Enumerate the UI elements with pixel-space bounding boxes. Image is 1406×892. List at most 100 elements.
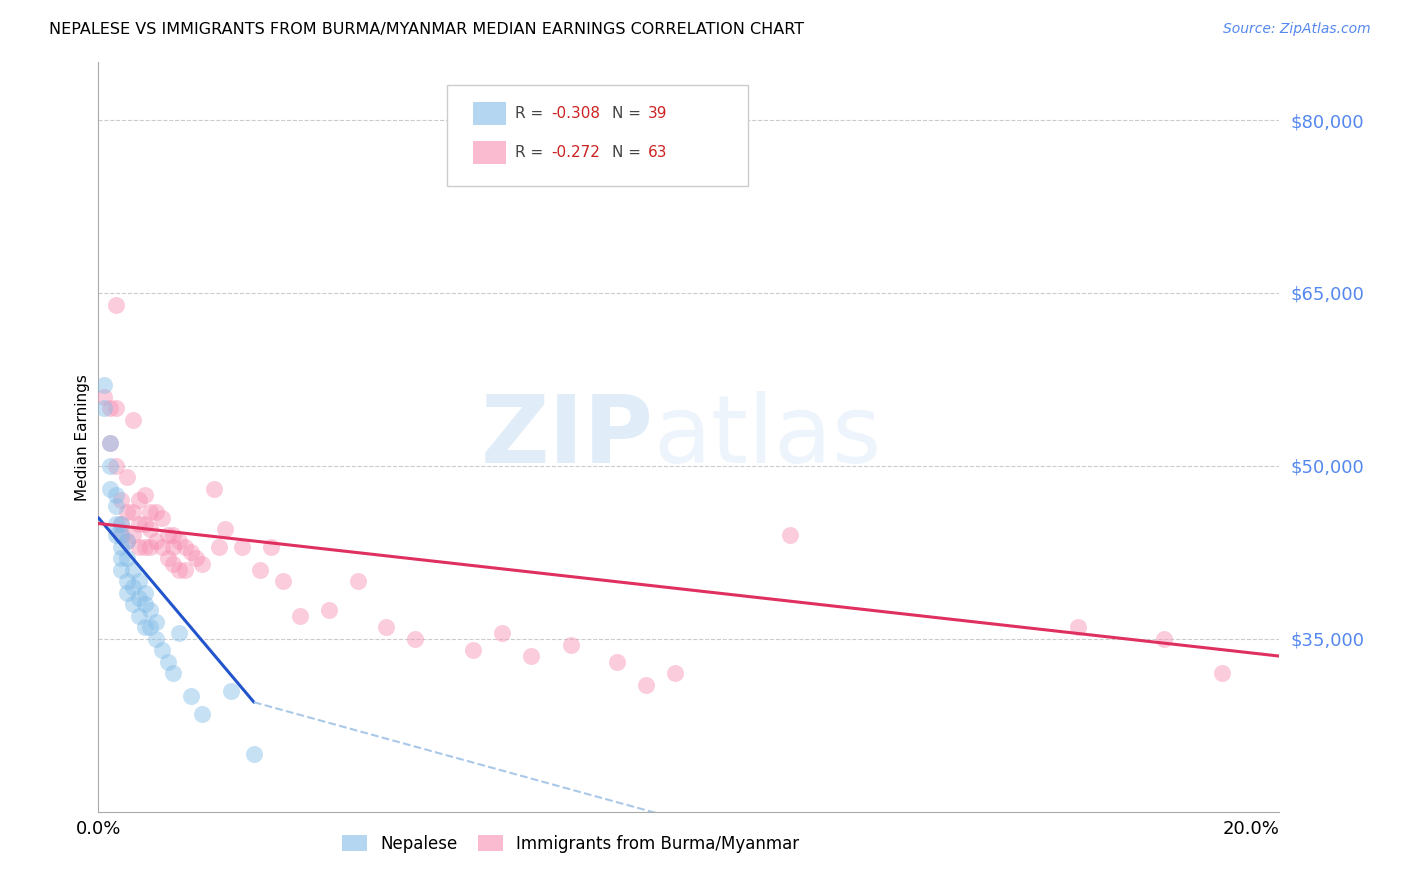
Y-axis label: Median Earnings: Median Earnings: [75, 374, 90, 500]
Point: [404, 632, 426, 646]
Point: [115, 470, 138, 484]
Point: [128, 574, 150, 589]
Point: [249, 563, 271, 577]
Point: [104, 401, 127, 416]
Point: [98, 401, 121, 416]
Point: [156, 551, 179, 566]
Point: [260, 540, 283, 554]
Point: [491, 626, 513, 640]
Point: [134, 620, 156, 634]
Point: [318, 603, 340, 617]
Point: [134, 488, 156, 502]
Point: [162, 540, 184, 554]
Point: [134, 516, 156, 531]
Point: [122, 413, 145, 427]
Point: [560, 638, 582, 652]
Text: atlas: atlas: [654, 391, 882, 483]
Point: [167, 626, 190, 640]
Point: [128, 591, 150, 606]
Point: [110, 540, 132, 554]
Point: [288, 608, 311, 623]
Point: [139, 603, 162, 617]
Point: [104, 528, 127, 542]
Text: R =: R =: [516, 145, 548, 160]
Point: [145, 505, 167, 519]
Point: [150, 540, 173, 554]
Point: [519, 649, 541, 664]
Point: [173, 563, 195, 577]
Point: [134, 597, 156, 611]
Point: [110, 551, 132, 566]
Legend: Nepalese, Immigrants from Burma/Myanmar: Nepalese, Immigrants from Burma/Myanmar: [336, 829, 806, 860]
Point: [115, 574, 138, 589]
Point: [162, 557, 184, 571]
Point: [115, 533, 138, 548]
Text: -0.308: -0.308: [551, 106, 600, 121]
Point: [606, 655, 628, 669]
Point: [180, 545, 202, 559]
Point: [231, 540, 253, 554]
Point: [110, 516, 132, 531]
Point: [104, 488, 127, 502]
Point: [375, 620, 398, 634]
Point: [271, 574, 294, 589]
Point: [150, 643, 173, 657]
Text: Source: ZipAtlas.com: Source: ZipAtlas.com: [1223, 22, 1371, 37]
Point: [122, 528, 145, 542]
Point: [634, 678, 657, 692]
Point: [110, 563, 132, 577]
Point: [128, 608, 150, 623]
Text: 39: 39: [648, 106, 666, 121]
Point: [98, 435, 121, 450]
Point: [167, 563, 190, 577]
Point: [139, 505, 162, 519]
Text: ZIP: ZIP: [481, 391, 654, 483]
Point: [98, 435, 121, 450]
Point: [186, 551, 208, 566]
Point: [134, 585, 156, 599]
Point: [122, 580, 145, 594]
Point: [214, 522, 236, 536]
Point: [208, 540, 231, 554]
Point: [1153, 632, 1175, 646]
Point: [134, 540, 156, 554]
Point: [98, 482, 121, 496]
Point: [110, 516, 132, 531]
Point: [115, 505, 138, 519]
Text: 63: 63: [648, 145, 666, 160]
Point: [93, 378, 115, 392]
Point: [162, 666, 184, 681]
Point: [139, 540, 162, 554]
Point: [104, 516, 127, 531]
Point: [122, 505, 145, 519]
Point: [180, 690, 202, 704]
Point: [128, 540, 150, 554]
Text: -0.272: -0.272: [551, 145, 599, 160]
Point: [139, 620, 162, 634]
Point: [110, 493, 132, 508]
Point: [173, 540, 195, 554]
Point: [167, 533, 190, 548]
Point: [115, 585, 138, 599]
Point: [115, 533, 138, 548]
Point: [93, 390, 115, 404]
Text: NEPALESE VS IMMIGRANTS FROM BURMA/MYANMAR MEDIAN EARNINGS CORRELATION CHART: NEPALESE VS IMMIGRANTS FROM BURMA/MYANMA…: [49, 22, 804, 37]
Point: [145, 533, 167, 548]
Point: [128, 493, 150, 508]
Point: [191, 706, 214, 721]
Point: [1211, 666, 1233, 681]
Point: [98, 458, 121, 473]
Point: [139, 522, 162, 536]
Point: [150, 510, 173, 524]
Point: [219, 683, 242, 698]
FancyBboxPatch shape: [447, 85, 748, 186]
Point: [191, 557, 214, 571]
Point: [110, 528, 132, 542]
Point: [115, 551, 138, 566]
Point: [664, 666, 686, 681]
Point: [145, 632, 167, 646]
Point: [145, 615, 167, 629]
Point: [104, 297, 127, 311]
Point: [156, 528, 179, 542]
Point: [104, 500, 127, 514]
